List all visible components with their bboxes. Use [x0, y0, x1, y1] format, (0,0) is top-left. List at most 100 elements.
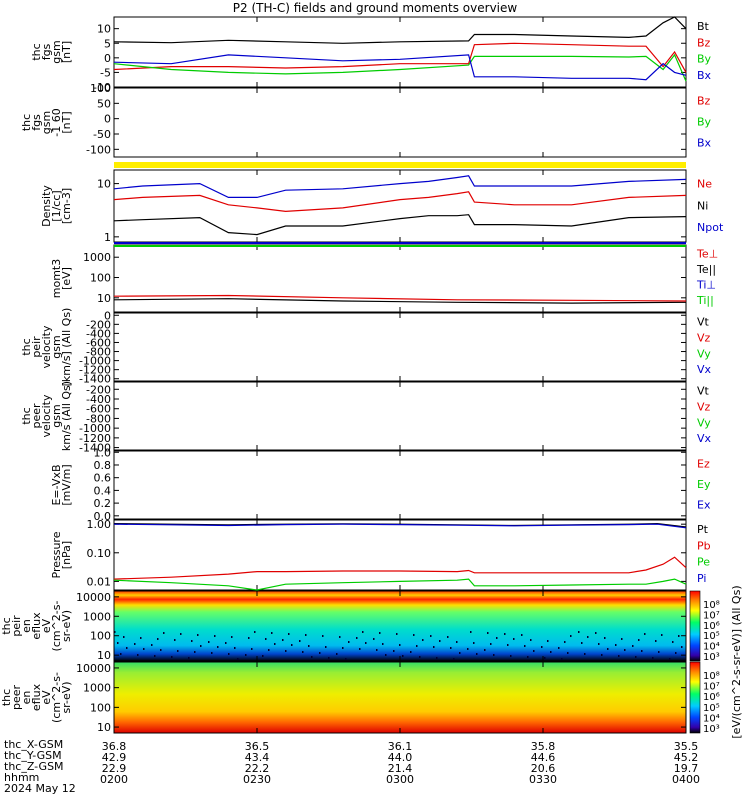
- y-axis-label-line: thc: [20, 407, 33, 424]
- spectrogram-speck: [601, 654, 603, 656]
- colorbar-tick-label: 10⁸: [703, 671, 720, 682]
- series-Pb: [113, 556, 687, 580]
- spectrogram-speck: [308, 645, 310, 647]
- y-tick-label: 100: [90, 701, 111, 714]
- spectrogram-speck: [345, 658, 347, 660]
- spectrogram-speck: [547, 640, 549, 642]
- y-tick-label: 1000: [83, 251, 111, 264]
- y-tick-label: -10: [93, 81, 111, 94]
- spectrogram-speck: [578, 631, 580, 633]
- panel-moms: 1000 100 10 momt3[eV] Te⊥ Te|| Ti⊥ Ti||: [50, 244, 718, 313]
- legend-Te||: Te||: [696, 263, 716, 276]
- ephem-value-thc_Y-GSM: 45.2: [674, 751, 699, 764]
- y-tick-label: 1: [104, 231, 111, 244]
- spectrogram-speck: [402, 655, 404, 657]
- panel-efield: 1.00.80.60.40.20.0 E=-VxB[mV/m] Ez Ey Ex: [50, 446, 711, 523]
- y-axis-label-line: [1/cc]: [50, 190, 63, 221]
- y-tick-label: -400: [86, 327, 111, 340]
- series-By: [113, 53, 687, 82]
- y-axis-label: E=-VxB[mV/m]: [50, 464, 73, 505]
- y-axis-label-line: gsm: [50, 404, 63, 427]
- spectrogram-speck: [291, 644, 293, 646]
- legend-Ti||: Ti||: [696, 294, 714, 307]
- legend-By: By: [697, 53, 712, 66]
- spectrogram-speck: [678, 635, 680, 637]
- y-axis-label-line: velocity: [40, 394, 53, 437]
- legend-Ex: Ex: [697, 499, 711, 512]
- legend-Vz: Vz: [697, 400, 711, 413]
- y-tick-label: 10: [97, 178, 111, 191]
- panel-pressure: 1.00 0.10 0.01 Pressure[nPa] Pt Pb Pe Pi: [50, 518, 711, 591]
- spectrogram-speck: [598, 643, 600, 645]
- y-tick-label: -100: [86, 143, 111, 156]
- spectrogram-speck: [237, 658, 239, 660]
- panel-peer: -200-400-600-800-1000-1200-1400 thcpeerve…: [20, 381, 712, 455]
- ephem-value-thc_Z-GSM: 20.6: [531, 762, 556, 775]
- spectrogram-speck: [373, 638, 375, 640]
- y-tick-label: 100: [90, 272, 111, 285]
- legend-Vy: Vy: [697, 416, 711, 429]
- spectrogram-speck: [558, 647, 560, 649]
- spectrogram-speck: [365, 642, 367, 644]
- spectrogram-speck: [274, 643, 276, 645]
- spectrogram-speck: [379, 632, 381, 634]
- spectrogram-speck: [282, 639, 284, 641]
- panel-frame: [113, 16, 687, 88]
- spectrogram-speck: [362, 631, 364, 633]
- spectrogram-speck: [143, 648, 145, 650]
- y-axis-label-line: E=-VxB: [50, 464, 63, 505]
- spectrogram-speck: [618, 655, 620, 657]
- ephem-value-thc_X-GSM: 36.5: [245, 740, 270, 753]
- spectrogram-speck: [180, 633, 182, 635]
- y-axis-label: thcpeerenefluxeV(cm^2-s-sr-eV): [0, 672, 73, 723]
- spectrogram-speck: [595, 632, 597, 634]
- y-tick-label: -800: [86, 346, 111, 359]
- spectrogram-speck: [262, 655, 264, 657]
- y-tick-label: -1200: [79, 432, 111, 445]
- spectrogram-speck: [163, 632, 165, 634]
- spectrogram-speck: [447, 636, 449, 638]
- spectrogram-speck: [658, 651, 660, 653]
- legend-Vt: Vt: [697, 316, 710, 329]
- spectrogram-speck: [561, 658, 563, 660]
- y-axis-label: momt3[eV]: [50, 259, 73, 298]
- y-tick-label: 10: [97, 721, 111, 734]
- spectrogram-speck: [174, 639, 176, 641]
- panel-frame: [113, 312, 687, 382]
- series-Npot: [113, 175, 687, 198]
- spectrogram-speck: [271, 632, 273, 634]
- colorbar-tick-label: 10⁵: [703, 703, 720, 714]
- spectrogram-speck: [453, 658, 455, 660]
- spectrogram-speck: [652, 657, 654, 659]
- y-axis-label-line: eflux: [30, 612, 43, 640]
- y-tick-label: -5: [100, 66, 111, 79]
- spectrogram-speck: [422, 639, 424, 641]
- legend-Vx: Vx: [697, 363, 712, 376]
- legend-Vx: Vx: [697, 432, 712, 445]
- spectrogram-speck: [604, 637, 606, 639]
- y-axis-label-line: thc: [0, 617, 13, 634]
- ephem-labels: thc_X-GSM thc_Y-GSM thc_Z-GSM hhmm 2024 …: [4, 739, 76, 794]
- spectrogram-speck: [487, 632, 489, 634]
- spectrogram-speck: [672, 641, 674, 643]
- spectrogram-speck: [544, 657, 546, 659]
- spectrogram-speck: [430, 635, 432, 637]
- y-axis-label-line: [cm-3]: [60, 188, 73, 224]
- colorbar-tick-label: 10⁴: [703, 642, 720, 653]
- spectrogram-speck: [177, 650, 179, 652]
- y-axis-label-line: peir: [10, 615, 23, 637]
- spectrogram-speck: [211, 652, 213, 654]
- panel-frame: [113, 87, 687, 158]
- legend-Ey: Ey: [697, 478, 711, 491]
- ephem-value-thc_Y-GSM: 44.6: [531, 751, 556, 764]
- legend-Pt: Pt: [697, 523, 709, 536]
- ephem-value-thc_Y-GSM: 44.0: [388, 751, 413, 764]
- panel-density: 10 1 Density[1/cc][cm-3] Ne Ni Npot: [40, 169, 724, 244]
- spectrogram-speck: [302, 651, 304, 653]
- series-Bz: [113, 42, 687, 73]
- spectrogram-speck: [607, 648, 609, 650]
- colorbar-tick-label: 10⁵: [703, 631, 720, 642]
- spectrogram-speck: [587, 636, 589, 638]
- y-axis-label-line: Pressure: [50, 531, 63, 578]
